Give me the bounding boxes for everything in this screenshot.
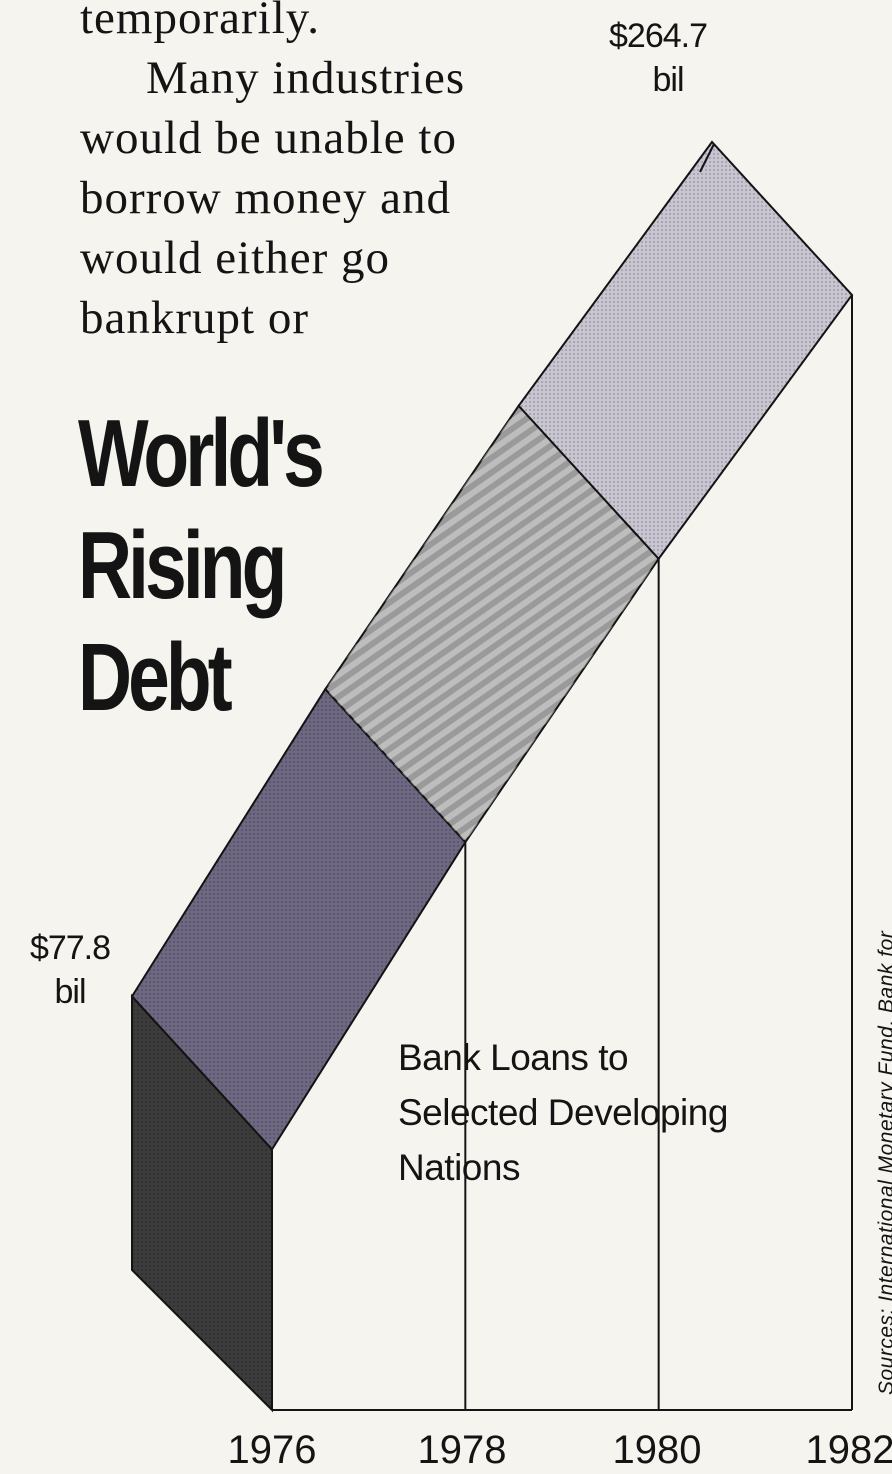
- data-label-1982: $264.7 bil: [588, 14, 728, 102]
- headline-line: World's: [78, 400, 325, 507]
- series-label-line: Selected Developing: [398, 1092, 728, 1133]
- data-label-value: $264.7: [609, 17, 708, 55]
- series-label: Bank Loans to Selected Developing Nation…: [398, 1030, 728, 1195]
- article-line: bankrupt or: [80, 292, 309, 344]
- article-line: would either go: [80, 232, 390, 284]
- data-label-1976: $77.8 bil: [10, 926, 130, 1014]
- data-label-unit: bil: [652, 61, 684, 99]
- article-line: temporarily.: [80, 0, 320, 44]
- x-tick-label-1982: 1982: [805, 1428, 892, 1472]
- article-line: borrow money and: [80, 172, 452, 224]
- chart-headline: World's Rising Debt: [78, 398, 325, 734]
- label-leader-line: [699, 143, 715, 173]
- series-label-line: Bank Loans to: [398, 1037, 629, 1078]
- x-tick-label-1976: 1976: [227, 1428, 317, 1472]
- ribbon-segment-texture: [132, 689, 466, 1150]
- series-label-line: Nations: [398, 1147, 520, 1188]
- data-label-value: $77.8: [29, 929, 111, 967]
- ribbon-segment-texture: [518, 142, 852, 559]
- source-credit: Sources: International Monetary Fund, Ba…: [875, 930, 892, 1395]
- data-label-unit: bil: [54, 973, 86, 1011]
- headline-line: Rising: [78, 512, 287, 619]
- article-line: Many industries: [146, 52, 466, 104]
- x-tick-label-1980: 1980: [612, 1428, 702, 1472]
- x-tick-label-1978: 1978: [417, 1428, 507, 1472]
- article-body-text: temporarily. Many industries would be un…: [80, 0, 465, 348]
- ribbon-segment-texture: [325, 405, 659, 843]
- headline-line: Debt: [78, 624, 233, 731]
- ribbon-side-texture: [132, 996, 272, 1410]
- article-line: would be unable to: [80, 112, 457, 164]
